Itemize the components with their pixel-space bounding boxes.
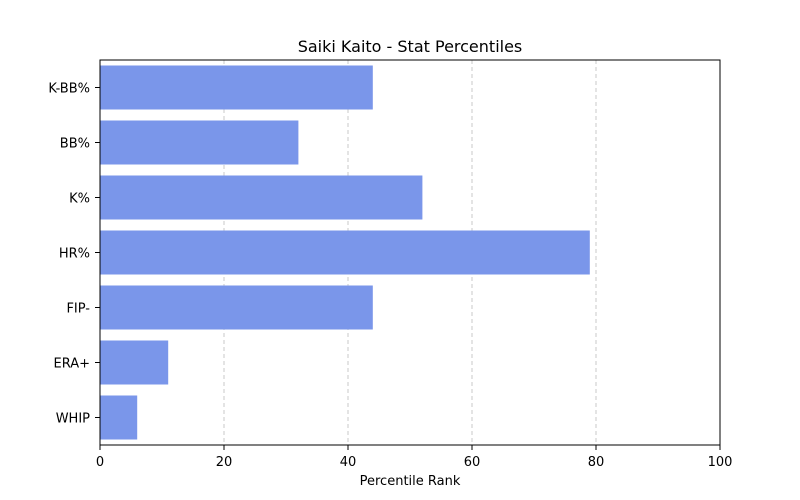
y-tick-label: K-BB%: [48, 82, 90, 97]
bars: [100, 65, 590, 440]
x-tick-label: 100: [708, 455, 733, 470]
bar: [100, 65, 373, 110]
x-axis-ticks: 0 20 40 60 80 100: [96, 445, 733, 470]
x-tick-label: 40: [340, 455, 357, 470]
y-tick-label: WHIP: [56, 412, 90, 427]
chart-title: Saiki Kaito - Stat Percentiles: [298, 37, 523, 56]
y-tick-label: K%: [69, 192, 90, 207]
bar: [100, 175, 423, 220]
y-tick-label: ERA+: [53, 357, 90, 372]
bar: [100, 120, 299, 165]
bar: [100, 340, 169, 385]
x-axis-label: Percentile Rank: [360, 474, 461, 489]
bar: [100, 230, 590, 275]
bar: [100, 395, 138, 440]
y-tick-label: FIP-: [66, 302, 90, 317]
y-tick-label: HR%: [59, 247, 90, 262]
bar: [100, 285, 373, 330]
x-tick-label: 0: [96, 455, 104, 470]
x-tick-label: 20: [216, 455, 233, 470]
x-tick-label: 60: [464, 455, 481, 470]
x-tick-label: 80: [588, 455, 605, 470]
y-tick-label: BB%: [60, 137, 90, 152]
y-axis-ticks: K-BB% BB% K% HR% FIP- ERA+ WHIP: [48, 82, 100, 427]
